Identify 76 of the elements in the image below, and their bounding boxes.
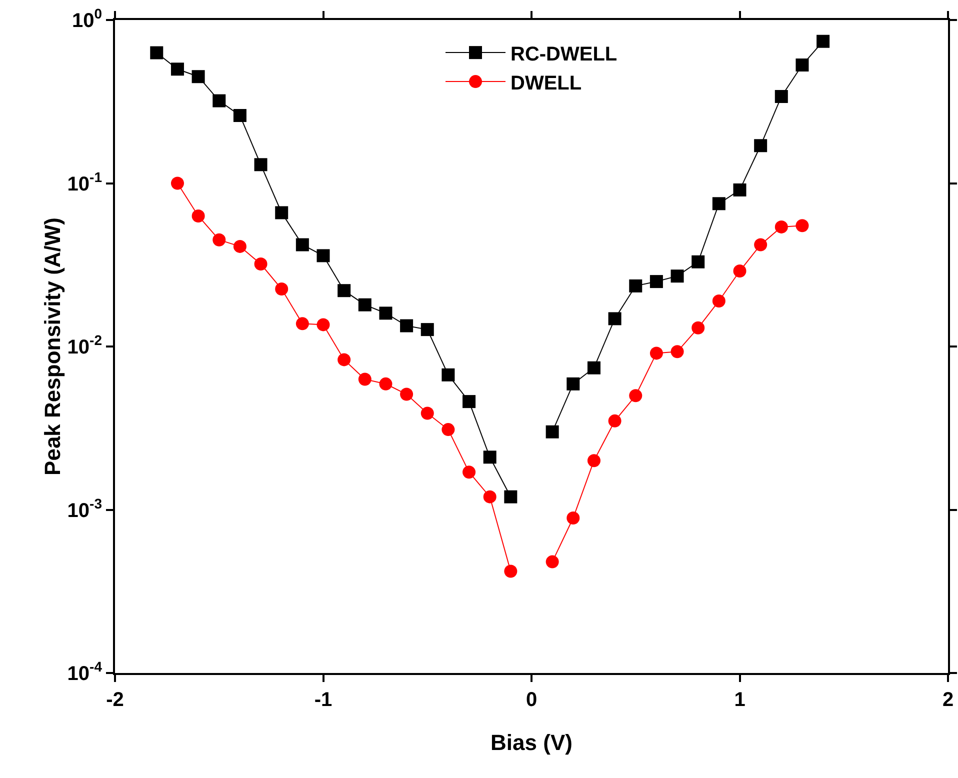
x-tick-label: -2 (106, 689, 124, 711)
point (296, 317, 309, 330)
point (566, 377, 580, 390)
point (462, 466, 476, 479)
point (692, 321, 705, 334)
y-tick-label: 10$^{-1}$ (67, 168, 102, 196)
y-tick-label: 10$^{-2}$ (67, 332, 102, 358)
point (608, 312, 622, 326)
point (233, 109, 246, 122)
point (296, 238, 309, 252)
point (254, 258, 268, 271)
point (442, 423, 455, 436)
point (712, 294, 726, 308)
point (170, 62, 184, 76)
point (650, 346, 663, 360)
point (379, 377, 392, 390)
point (566, 512, 580, 525)
point (733, 264, 746, 278)
legend-label: RC-DWELL (510, 43, 618, 66)
point (233, 240, 246, 253)
point (816, 34, 830, 48)
x-tick-label: 1 (734, 689, 746, 711)
point (504, 490, 518, 504)
point (150, 46, 164, 60)
y-tick-label: 10$^{-4}$ (67, 658, 102, 685)
point (754, 139, 768, 152)
point (754, 238, 768, 252)
point (420, 406, 434, 420)
point (483, 450, 496, 464)
point (712, 197, 726, 210)
point (358, 372, 372, 386)
point (733, 183, 746, 196)
x-tick-label: 2 (942, 689, 954, 711)
point (774, 90, 788, 103)
y-tick-label: 10$^{-3}$ (67, 495, 102, 522)
point (316, 249, 330, 262)
point (192, 210, 205, 223)
point (275, 206, 288, 220)
x-axis-title: Bias (V) (490, 730, 572, 755)
point (796, 219, 809, 232)
point (546, 555, 559, 568)
point (462, 395, 476, 408)
y-tick-label: 10$^{0}$ (72, 6, 102, 32)
point (670, 345, 684, 358)
point (170, 176, 184, 190)
point (587, 454, 600, 468)
point (400, 388, 414, 401)
point (338, 284, 351, 298)
point (192, 70, 205, 84)
point (212, 233, 226, 246)
point (796, 58, 809, 72)
x-tick-label: -1 (314, 689, 332, 711)
point (483, 490, 496, 504)
point (442, 368, 455, 382)
point (546, 425, 559, 438)
point (670, 270, 684, 283)
point (587, 361, 600, 374)
legend-label: DWELL (510, 72, 582, 94)
point (379, 306, 392, 320)
point (774, 220, 788, 234)
point (338, 353, 351, 366)
point (629, 279, 642, 292)
point (212, 94, 226, 108)
point (358, 298, 372, 312)
point (420, 323, 434, 336)
x-tick-label: 0 (526, 689, 538, 711)
y-axis-title: Peak Responsivity (A/W) (40, 218, 65, 476)
point (254, 158, 268, 172)
point (316, 318, 330, 332)
point (608, 414, 622, 428)
point (692, 255, 705, 268)
point (629, 389, 642, 402)
point (504, 564, 518, 578)
point (400, 319, 414, 332)
point (650, 275, 663, 288)
point (275, 282, 288, 296)
